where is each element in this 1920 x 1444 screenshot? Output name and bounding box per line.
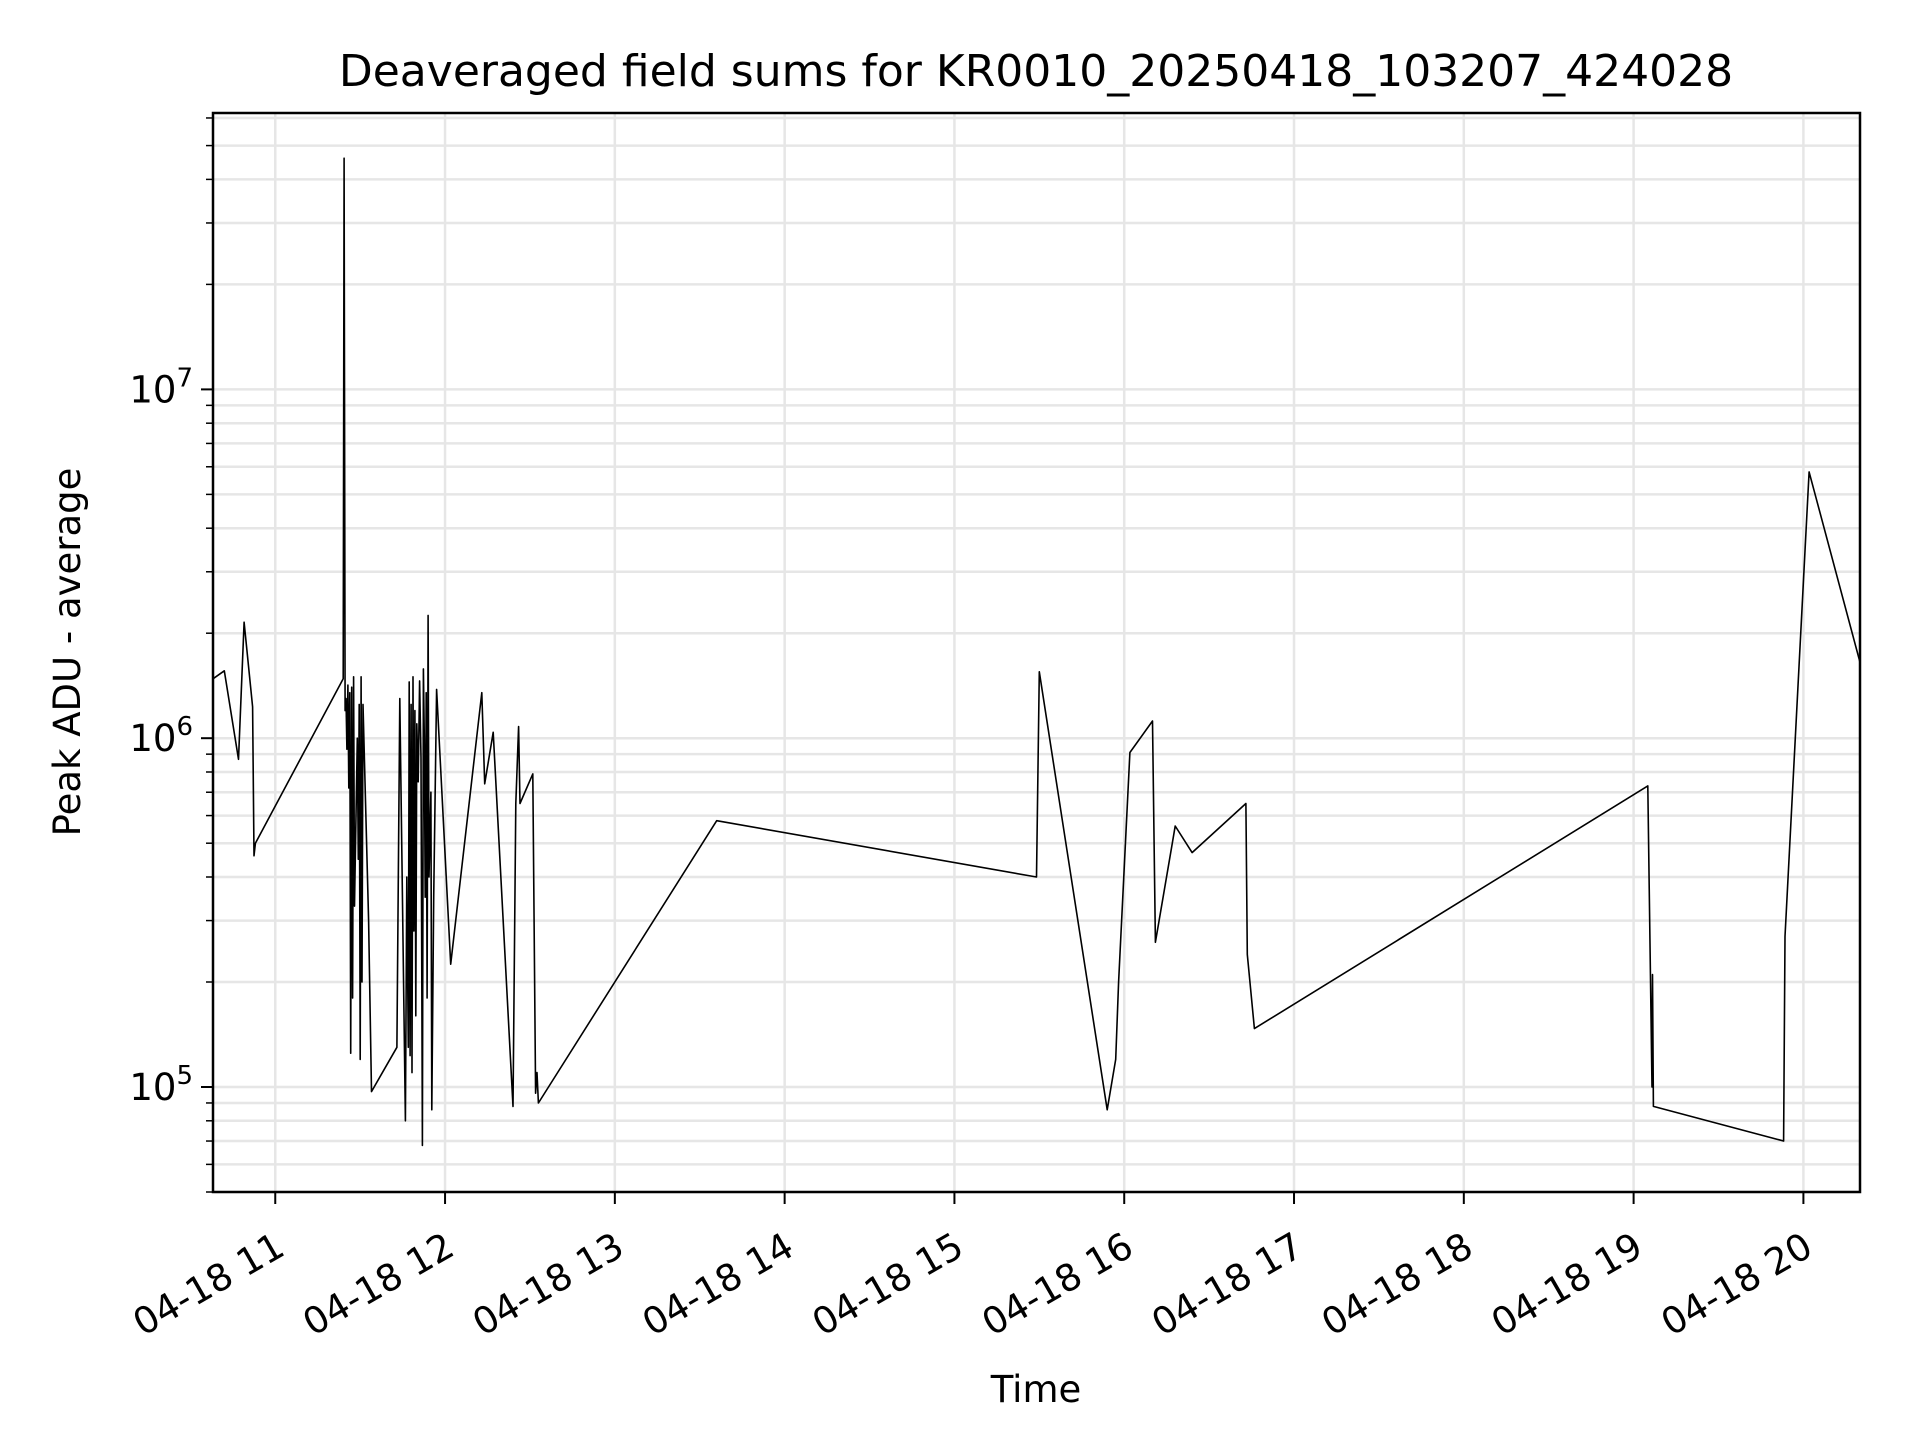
x-tick-label: 04-18 17 xyxy=(1145,1224,1311,1344)
y-tick-label: 106 xyxy=(129,712,193,760)
series-line xyxy=(212,157,1861,1147)
x-axis-label: Time xyxy=(990,1368,1082,1411)
series-line-group xyxy=(212,157,1861,1147)
plot-frame xyxy=(211,111,1862,1194)
x-tick-label: 04-18 13 xyxy=(465,1224,631,1344)
x-tick-label: 04-18 16 xyxy=(975,1224,1141,1344)
chart-title: Deaveraged field sums for KR0010_2025041… xyxy=(339,46,1733,97)
x-tick-label: 04-18 15 xyxy=(805,1224,971,1344)
y-tick-label: 107 xyxy=(129,363,193,411)
x-tick-label: 04-18 18 xyxy=(1314,1224,1480,1344)
x-tick-label: 04-18 19 xyxy=(1484,1224,1650,1344)
x-tick-label: 04-18 12 xyxy=(296,1224,462,1344)
grid xyxy=(213,113,1860,1194)
x-tick-label: 04-18 14 xyxy=(635,1224,801,1344)
x-tick-label: 04-18 20 xyxy=(1654,1224,1820,1344)
y-axis-label: Peak ADU - average xyxy=(46,468,89,837)
y-axis-ticks: 105 106 107 xyxy=(129,117,213,1193)
x-tick-label: 04-18 11 xyxy=(126,1224,292,1344)
y-tick-label: 105 xyxy=(129,1061,193,1109)
x-axis-ticks: 04-18 11 04-18 12 04-18 13 04-18 14 04-18 15… xyxy=(126,1192,1820,1345)
